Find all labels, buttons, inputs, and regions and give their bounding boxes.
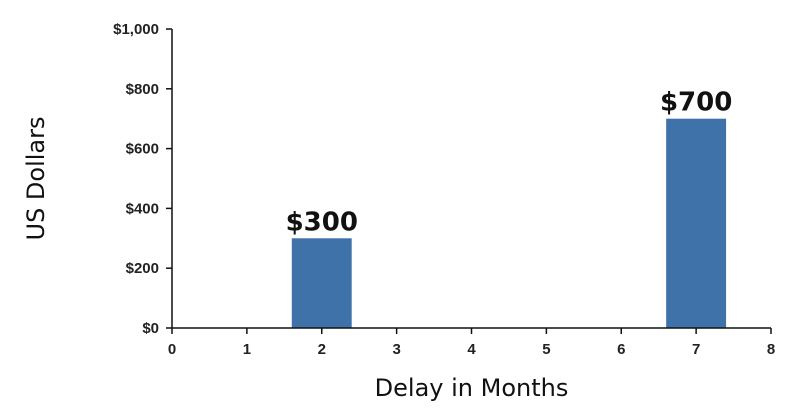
x-tick-label: 0 xyxy=(168,341,176,358)
y-axis-ticks: $0 $200 $400 $600 $800 $1,000 xyxy=(113,21,172,337)
data-label-7-months: $700 xyxy=(660,88,732,118)
x-tick-label: 6 xyxy=(617,341,625,358)
x-tick-label: 1 xyxy=(243,341,251,358)
y-axis-title: US Dollars xyxy=(22,116,50,240)
x-axis-ticks: 0 1 2 3 4 5 6 7 8 xyxy=(168,328,775,358)
x-axis-title: Delay in Months xyxy=(375,374,569,402)
y-tick-label: $800 xyxy=(126,81,159,98)
y-tick-label: $400 xyxy=(126,200,159,217)
y-tick-label: $1,000 xyxy=(113,21,159,38)
x-tick-label: 2 xyxy=(318,341,326,358)
bars-group xyxy=(291,118,727,328)
y-tick-label: $200 xyxy=(126,260,159,277)
x-tick-label: 3 xyxy=(392,341,400,358)
data-label-2-months: $300 xyxy=(286,207,358,237)
x-tick-label: 4 xyxy=(467,341,476,358)
bar-7-months xyxy=(666,118,727,328)
x-tick-label: 8 xyxy=(767,341,775,358)
y-tick-label: $0 xyxy=(142,320,159,337)
data-labels-group: $300 $700 xyxy=(286,88,733,238)
y-tick-label: $600 xyxy=(126,141,159,158)
x-tick-label: 5 xyxy=(542,341,550,358)
x-tick-label: 7 xyxy=(692,341,700,358)
bar-2-months xyxy=(291,238,352,328)
